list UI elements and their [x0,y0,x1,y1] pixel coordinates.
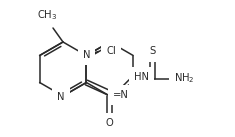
Text: NH$_2$: NH$_2$ [174,72,195,85]
Text: HN: HN [134,72,149,82]
Text: CH$_3$: CH$_3$ [37,8,57,22]
Text: =N: =N [113,89,129,99]
Text: Cl: Cl [106,45,116,55]
Text: S: S [149,46,156,56]
Text: N: N [83,49,90,59]
Text: O: O [106,118,114,128]
Text: N: N [57,92,65,102]
